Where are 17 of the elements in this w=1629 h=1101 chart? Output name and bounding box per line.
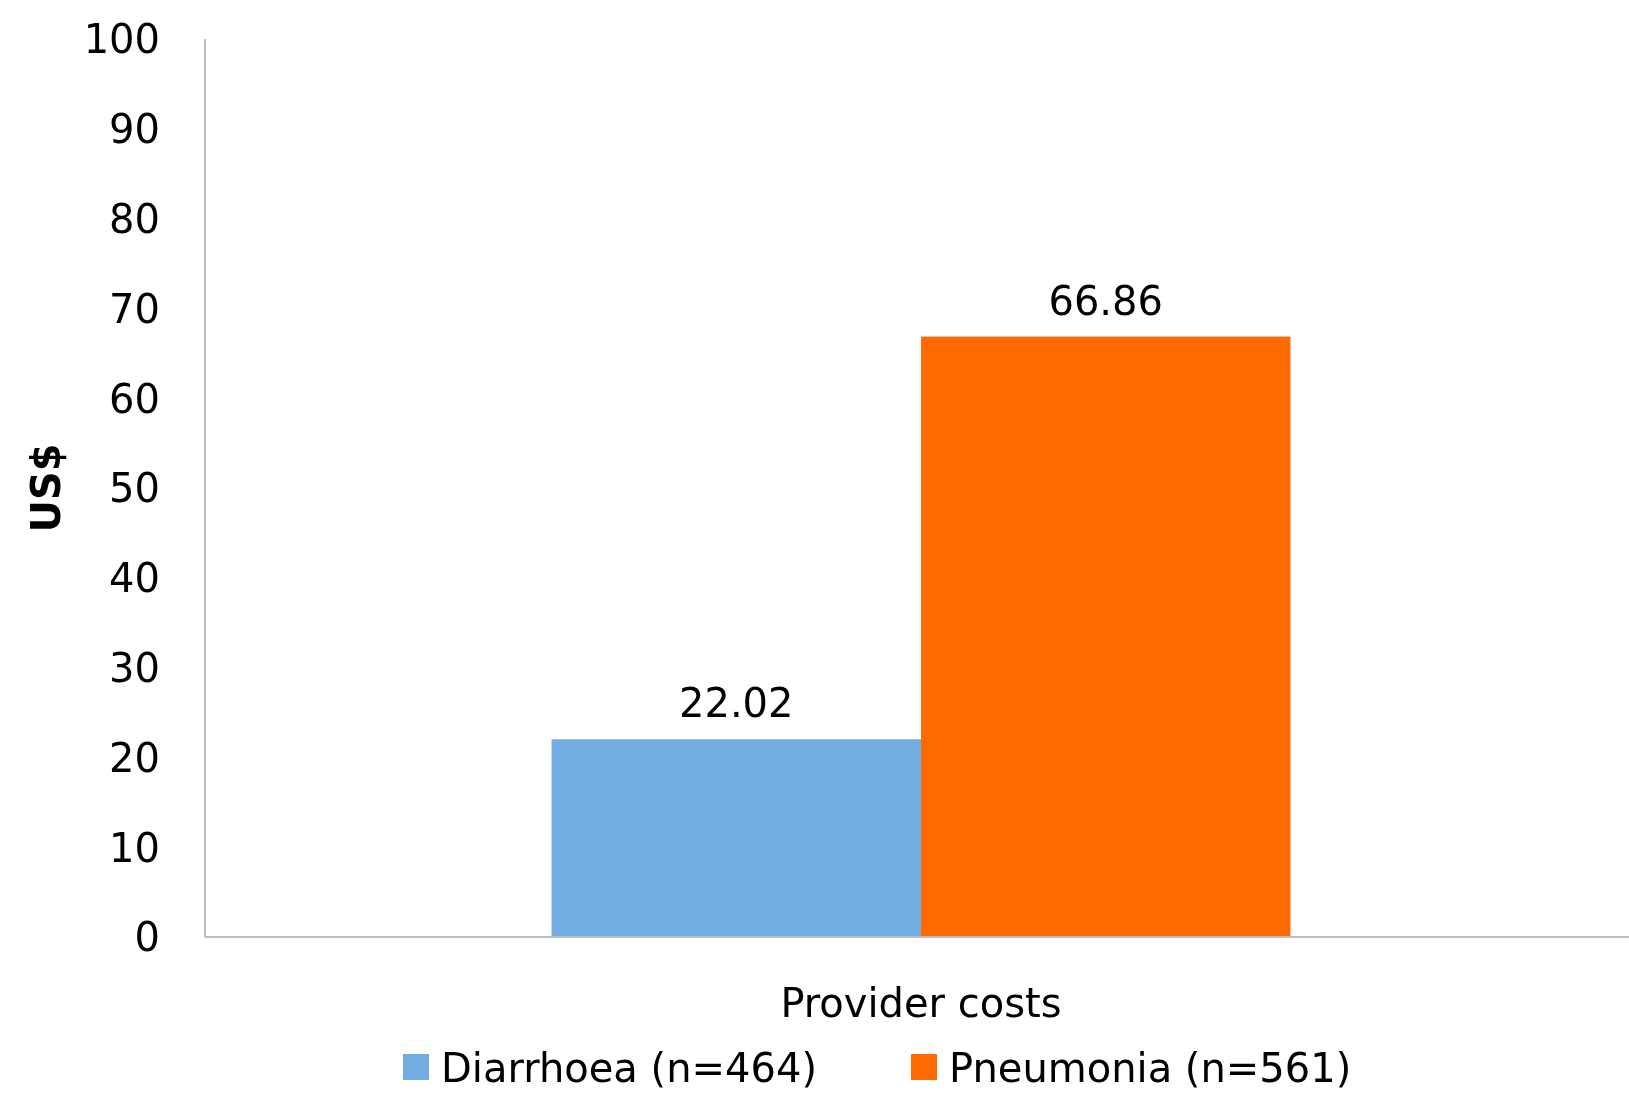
legend-label: Diarrhoea (n=464) (441, 1045, 817, 1091)
data-label: 22.02 (679, 680, 794, 727)
y-tick-label: 20 (109, 734, 160, 781)
y-axis-title: US$ (23, 443, 69, 533)
x-tick-label: Provider costs (780, 980, 1062, 1026)
y-tick-label: 30 (109, 645, 160, 691)
y-tick-label: 50 (109, 465, 160, 512)
y-tick-label: 100 (83, 16, 160, 63)
legend-label: Pneumonia (n=561) (949, 1045, 1352, 1091)
y-tick-label: 70 (109, 285, 160, 332)
y-tick-label: 80 (109, 196, 160, 242)
y-tick-label: 0 (134, 914, 160, 961)
y-tick-label: 40 (109, 555, 160, 602)
y-tick-label: 60 (109, 375, 160, 422)
y-tick-label: 90 (109, 106, 160, 153)
y-tick-label: 10 (109, 824, 160, 871)
data-label: 66.86 (1048, 277, 1163, 324)
